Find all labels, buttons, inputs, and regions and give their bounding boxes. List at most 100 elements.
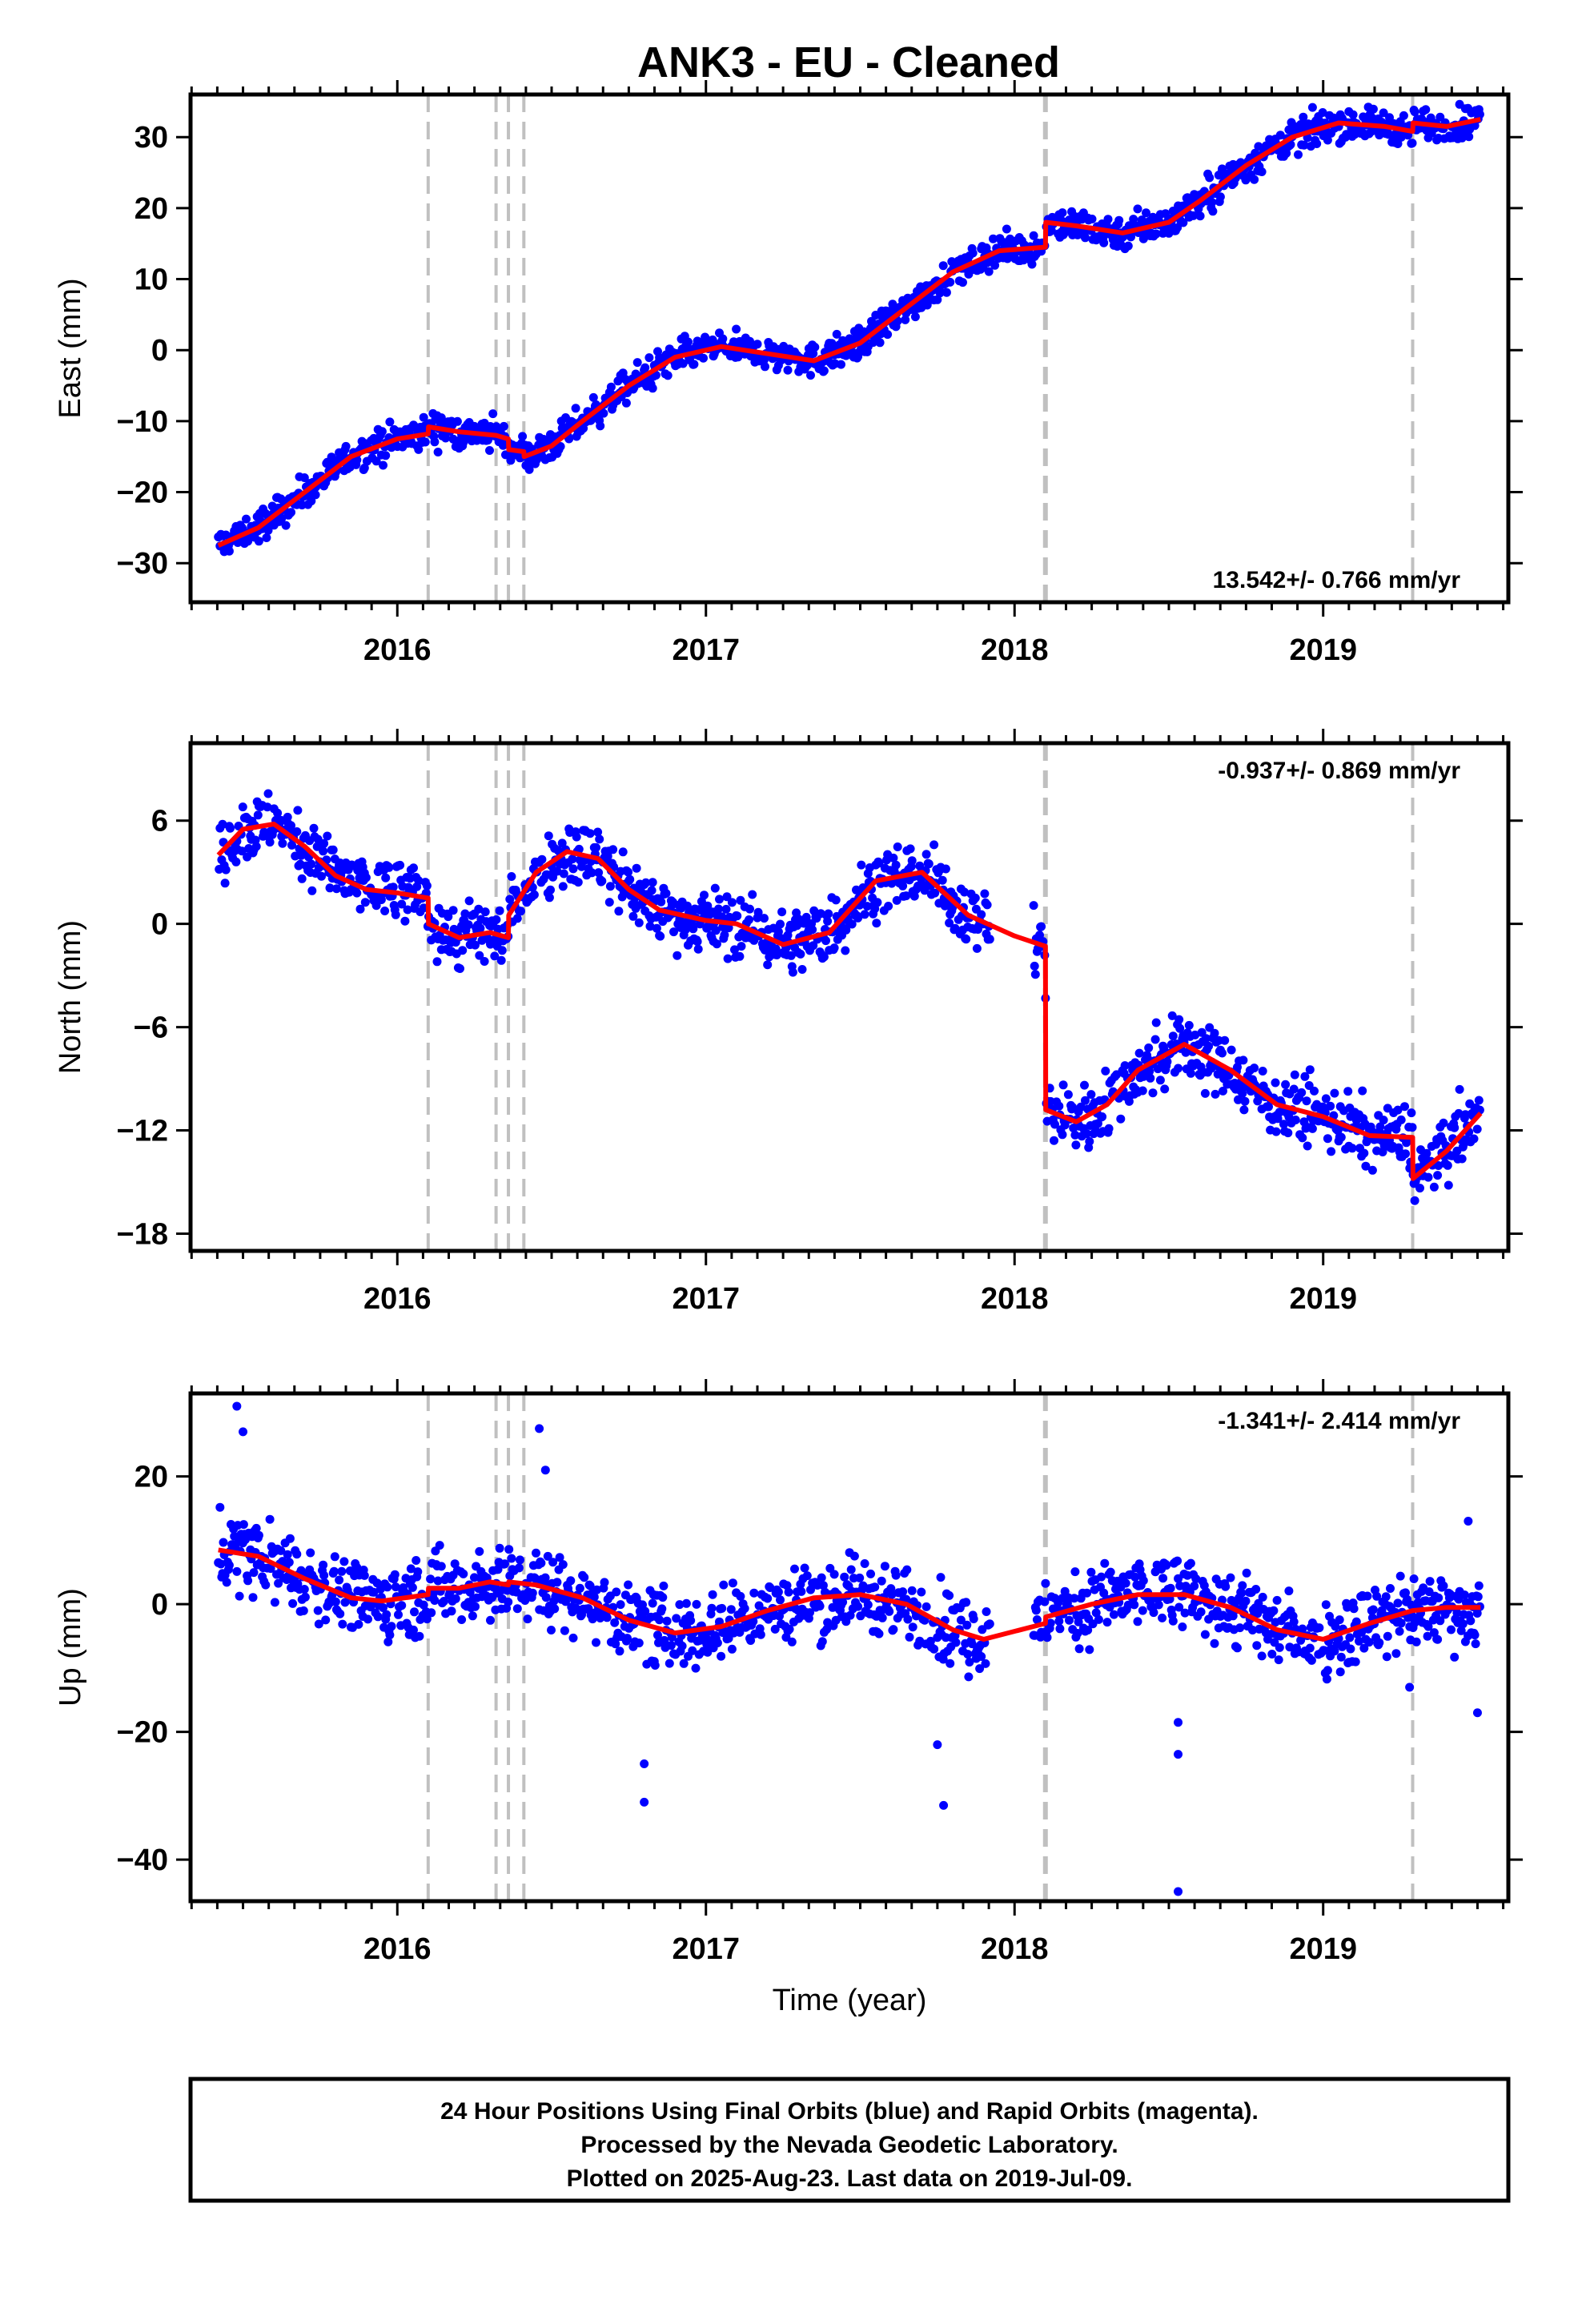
north-data-point: [1327, 1147, 1336, 1156]
up-data-point: [822, 1625, 832, 1634]
east-frame: [188, 92, 1511, 605]
up-data-point: [319, 1570, 329, 1580]
footer-line-3: Plotted on 2025-Aug-23. Last data on 201…: [567, 2165, 1133, 2192]
up-data-point: [863, 1600, 873, 1610]
up-data-point: [1074, 1644, 1084, 1654]
north-data-point: [331, 884, 341, 894]
north-data-point: [819, 952, 829, 962]
north-data-point: [1336, 1132, 1346, 1142]
east-data-point: [810, 343, 820, 352]
east-data-point: [1399, 111, 1408, 120]
up-data-point: [1267, 1650, 1277, 1659]
north-data-point: [712, 939, 721, 949]
up-data-point: [575, 1583, 584, 1593]
up-outlier-point: [1174, 1718, 1183, 1727]
up-data-point: [1401, 1588, 1410, 1598]
up-data-point: [232, 1566, 242, 1576]
up-data-point: [1174, 1602, 1184, 1612]
east-data-point: [1151, 229, 1161, 239]
east-x-tick-label: 2019: [1289, 633, 1357, 667]
up-data-point: [1409, 1574, 1419, 1583]
north-data-point: [1429, 1182, 1439, 1192]
north-data-point: [568, 854, 577, 864]
east-data-point: [1133, 204, 1142, 214]
up-data-point: [500, 1559, 509, 1569]
up-data-point: [292, 1550, 302, 1559]
north-data-point: [608, 845, 618, 854]
north-data-point: [391, 910, 400, 919]
north-data-point: [1443, 1160, 1452, 1170]
east-data-point: [599, 408, 608, 418]
up-data-point: [547, 1626, 556, 1634]
north-data-point: [388, 883, 398, 892]
up-data-point: [708, 1590, 717, 1599]
north-data-point: [268, 826, 278, 835]
north-data-point: [1271, 1127, 1281, 1136]
up-data-point: [288, 1598, 298, 1608]
east-data-point: [1251, 148, 1260, 158]
up-data-point: [1130, 1572, 1140, 1582]
north-data-point: [915, 861, 925, 870]
up-data-point: [339, 1557, 349, 1566]
up-data-point: [340, 1598, 350, 1607]
up-data-point: [1238, 1581, 1247, 1590]
north-data-point: [874, 858, 884, 868]
north-data-point: [1030, 970, 1040, 979]
east-data-point: [1393, 139, 1403, 148]
up-data-point: [1381, 1592, 1391, 1602]
north-data-point: [723, 954, 733, 963]
up-data-point: [1257, 1651, 1267, 1661]
up-data-point: [845, 1610, 855, 1620]
up-data-point: [1335, 1667, 1345, 1677]
up-data-point: [1395, 1626, 1404, 1636]
east-data-point: [1087, 215, 1097, 223]
north-data-point: [480, 907, 490, 917]
north-data-point: [319, 846, 328, 856]
up-data-point: [337, 1566, 347, 1576]
up-data-point: [610, 1618, 620, 1627]
up-y-tick-label: 20: [135, 1461, 168, 1494]
north-data-point: [1455, 1084, 1464, 1094]
up-data-point: [415, 1631, 424, 1641]
up-data-point: [1074, 1617, 1083, 1626]
up-data-point: [1106, 1567, 1115, 1577]
east-data-point: [761, 362, 769, 372]
up-data-point: [352, 1562, 362, 1572]
east-x-tick-label: 2017: [672, 633, 740, 667]
east-data-point: [1348, 110, 1358, 119]
up-data-point: [763, 1594, 773, 1603]
north-data-point: [977, 910, 986, 919]
figure-title: ANK3 - EU - Cleaned: [637, 38, 1060, 86]
up-data-point: [1133, 1617, 1142, 1626]
east-data-point: [359, 463, 369, 472]
north-data-point: [700, 891, 709, 900]
north-data-point: [409, 863, 418, 873]
up-data-point: [383, 1637, 393, 1647]
north-data-point: [722, 892, 732, 902]
east-data-point: [783, 365, 793, 375]
east-data-point: [1205, 173, 1215, 183]
north-x-tick-label: 2018: [981, 1282, 1049, 1316]
east-data-point: [1410, 107, 1419, 117]
north-data-point: [380, 907, 390, 915]
north-data-point: [682, 901, 692, 911]
north-data-point: [1104, 1124, 1114, 1133]
up-data-point: [552, 1578, 562, 1587]
north-data-point: [495, 906, 504, 915]
up-data-point: [1391, 1649, 1401, 1659]
up-data-point: [790, 1564, 799, 1574]
north-data-point: [1081, 1096, 1090, 1105]
east-data-point: [524, 464, 534, 474]
north-data-point: [544, 831, 553, 841]
up-data-point: [300, 1592, 310, 1602]
north-data-point: [823, 916, 833, 926]
up-data-point: [749, 1617, 758, 1626]
up-data-point: [805, 1608, 814, 1618]
up-data-point: [770, 1624, 780, 1634]
north-data-point: [1184, 1020, 1194, 1030]
north-data-point: [537, 854, 547, 864]
east-data-point: [1294, 150, 1303, 159]
north-data-point: [573, 878, 583, 887]
up-data-point: [765, 1583, 775, 1592]
up-data-point: [846, 1565, 856, 1574]
